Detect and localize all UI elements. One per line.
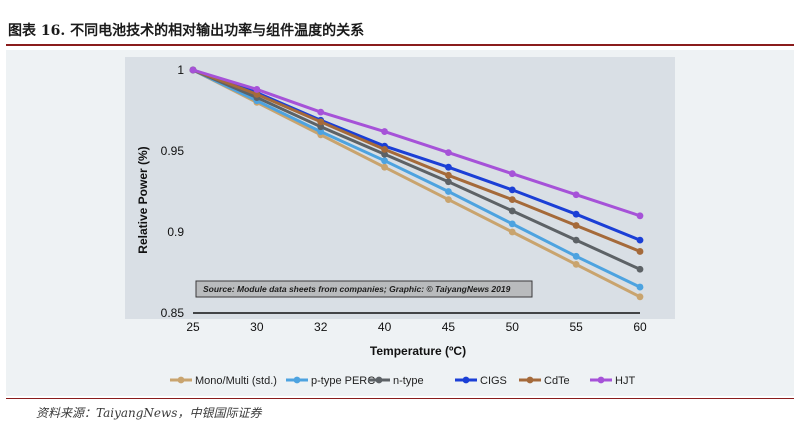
data-point-hjt: [381, 128, 388, 135]
legend-marker-cdte: [526, 376, 534, 384]
data-point-cigs: [508, 186, 516, 194]
legend-label-hjt: HJT: [615, 375, 635, 387]
data-point-mono-multi-std: [508, 228, 516, 236]
data-point-mono-multi-std: [445, 196, 452, 204]
x-tick-label: 60: [633, 320, 647, 334]
x-tick-label: 25: [186, 320, 200, 334]
y-tick-label: 0.85: [161, 306, 185, 320]
legend-marker-p-type-perc: [293, 376, 301, 384]
data-point-n-type: [508, 207, 516, 215]
data-point-mono-multi-std: [636, 293, 644, 301]
series-line-mono-multi-std: [192, 68, 641, 299]
data-point-hjt: [508, 170, 516, 178]
data-point-p-type-perc: [317, 128, 325, 135]
data-point-hjt: [317, 108, 325, 116]
series-line-n-type: [192, 68, 641, 271]
annotation-box: [195, 280, 533, 298]
data-point-mono-multi-std: [381, 163, 388, 171]
data-point-n-type: [445, 178, 452, 186]
legend-marker-hjt: [597, 376, 605, 384]
data-point-cdte: [253, 90, 261, 98]
figure-title: 图表 16. 不同电池技术的相对输出功率与组件温度的关系: [8, 23, 365, 39]
legend-marker-cigs: [462, 376, 470, 384]
data-point-p-type-perc: [636, 283, 644, 291]
data-point-cdte: [636, 248, 644, 255]
legend-label-n-type: n-type: [393, 375, 424, 387]
x-tick-label: 32: [314, 320, 328, 334]
plot-area: [125, 57, 675, 319]
data-point-cdte: [572, 222, 580, 229]
data-point-cdte: [508, 196, 516, 204]
legend: Mono/Multi (std.) p-type PERC n-type CIGS Cd…: [170, 375, 635, 387]
data-point-cdte: [445, 171, 452, 179]
legend-label-cigs: CIGS: [480, 375, 507, 387]
line-chart: 0.85 0.9 0.95 1 25 30 32 40 45 50 55 60 Source: Mo…: [6, 50, 794, 396]
series-line-p-type-perc: [192, 68, 641, 289]
data-point-cdte: [381, 145, 388, 153]
data-point-p-type-perc: [508, 220, 516, 228]
legend-marker-n-type: [375, 376, 383, 384]
data-point-cigs: [636, 236, 644, 244]
x-tick-label: 50: [506, 320, 520, 334]
legend-label-cdte: CdTe: [544, 375, 570, 387]
y-axis-label: Relative Power (%): [136, 146, 150, 253]
data-point-hjt: [445, 149, 452, 157]
data-point-cdte: [317, 118, 325, 126]
x-axis-label: Temperature (ºC): [370, 344, 466, 358]
data-point-hjt: [636, 212, 644, 220]
data-point-p-type-perc: [572, 252, 580, 260]
y-tick-label: 0.95: [161, 144, 185, 158]
legend-label-p-type-perc: p-type PERC: [311, 375, 375, 387]
y-tick-label: 1: [177, 63, 184, 77]
figure-source: 资料来源：TaiyangNews，中银国际证券: [36, 406, 262, 420]
data-point-n-type: [317, 123, 325, 131]
x-tick-label: 55: [569, 320, 583, 334]
legend-marker-mono-multi-std: [177, 376, 185, 384]
data-point-n-type: [636, 265, 644, 273]
legend-label-mono-multi-std: Mono/Multi (std.): [195, 375, 277, 387]
source-rule: [6, 398, 794, 399]
data-point-hjt: [253, 86, 261, 93]
data-point-p-type-perc: [381, 157, 388, 165]
data-point-mono-multi-std: [572, 261, 580, 268]
data-point-p-type-perc: [445, 188, 452, 195]
data-point-n-type: [572, 236, 580, 244]
data-point-hjt: [572, 191, 580, 199]
source-annotation: Source: Module data sheets from companie…: [195, 280, 533, 298]
x-tick-label: 30: [250, 320, 264, 334]
x-tick-label: 40: [378, 320, 392, 334]
data-point-cigs: [572, 210, 580, 218]
x-tick-label: 45: [442, 320, 456, 334]
data-point-n-type: [381, 150, 388, 158]
data-point-hjt: [189, 66, 197, 74]
annotation-text: Source: Module data sheets from companie…: [203, 284, 511, 294]
series-line-cdte: [192, 68, 641, 253]
series-line-hjt: [192, 68, 641, 218]
data-point-cigs: [445, 163, 452, 171]
title-rule: [6, 44, 794, 46]
y-tick-label: 0.9: [167, 225, 184, 239]
